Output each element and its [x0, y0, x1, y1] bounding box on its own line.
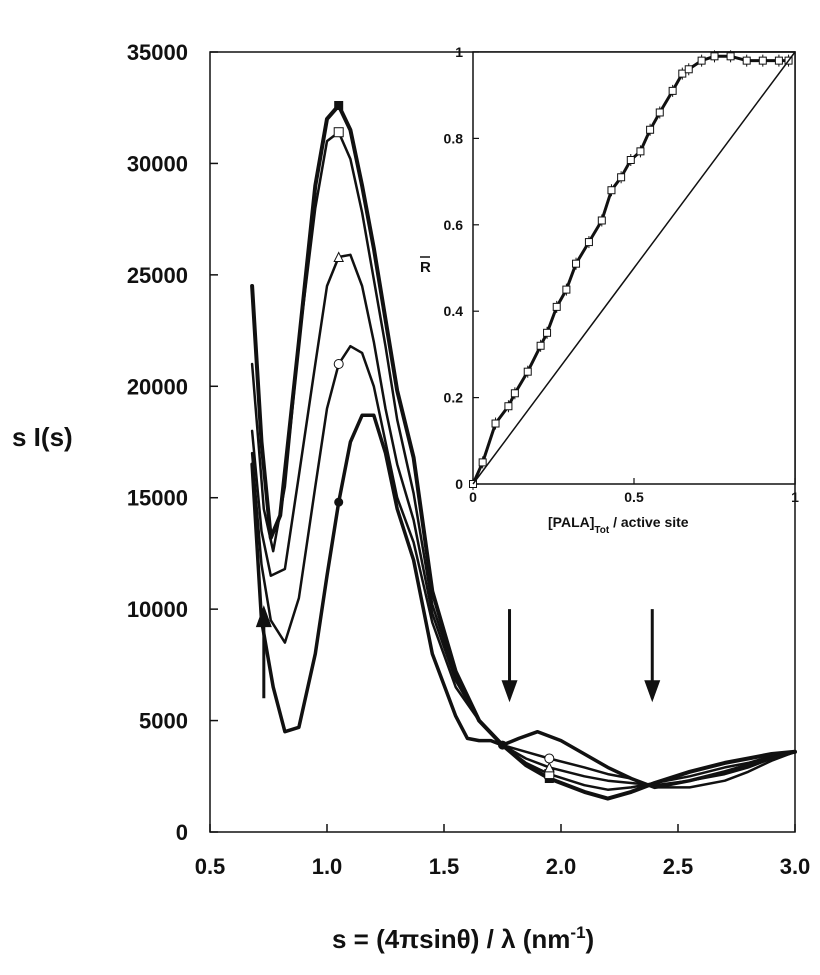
- inset-data-point: [491, 419, 500, 428]
- inset-y-tick-label: 0.4: [444, 303, 464, 319]
- y-axis-title: s I(s): [12, 422, 73, 452]
- series-marker-1: [334, 100, 344, 110]
- inset-data-point: [552, 302, 561, 311]
- inset-data-point: [504, 402, 513, 411]
- arrow-head-1: [255, 605, 272, 628]
- inset-axis-ticks: 0 0.5 1 0 0.2 0.4 0.6 0.8 1: [444, 44, 800, 505]
- inset-data-point: [597, 216, 606, 225]
- main-plot: 0.5 1.0 1.5 2.0 2.5 3.0 0 5000 10000 15000 20000 25…: [127, 40, 810, 879]
- inset-data-point: [684, 65, 693, 74]
- inset-data-point: [617, 173, 626, 182]
- series-line-2: [250, 130, 797, 791]
- inset-data-point: [758, 56, 767, 65]
- inset-data-point: [562, 285, 571, 294]
- inset-data-point: [543, 328, 552, 337]
- inset-data-point: [774, 56, 783, 65]
- series-line-1: [250, 103, 797, 801]
- inset-x-tick-label: 0.5: [624, 489, 644, 505]
- inset-data-point: [607, 186, 616, 195]
- x-axis-title-superscript: -1: [570, 923, 585, 942]
- inset-y-tick-label: 0.8: [444, 130, 464, 146]
- inset-data-point: [523, 367, 532, 376]
- inset-data-point: [478, 458, 487, 467]
- series-marker-5: [498, 740, 507, 750]
- inset-y-tick-label: 0: [455, 476, 463, 492]
- inset-series-line-2: [472, 51, 796, 485]
- x-tick-label: 2.5: [663, 854, 694, 879]
- main-axis-ticks: 0.5 1.0 1.5 2.0 2.5 3.0 0 5000 10000 15000 20000 25…: [127, 40, 810, 879]
- inset-data-point: [626, 156, 635, 164]
- x-tick-label: 1.5: [429, 854, 460, 879]
- series-line-5: [250, 413, 797, 790]
- inset-data-point: [572, 259, 581, 268]
- x-tick-label: 0.5: [195, 854, 226, 879]
- x-tick-label: 2.0: [546, 854, 577, 879]
- x-axis-title: s = (4πsinθ) / λ (nm-1): [332, 923, 594, 954]
- series-line-4: [250, 344, 797, 789]
- inset-data-point: [710, 52, 719, 61]
- inset-data-point: [668, 86, 677, 95]
- x-axis-title-main: s = (4πsinθ) / λ (nm: [332, 924, 570, 954]
- y-tick-label: 30000: [127, 151, 188, 176]
- series-marker-4: [544, 753, 555, 764]
- x-tick-label: 1.0: [312, 854, 343, 879]
- series-marker-3: [543, 761, 555, 773]
- arrow-head-3: [644, 680, 661, 703]
- inset-data-point: [636, 147, 645, 156]
- x-axis-title-close: ): [586, 924, 595, 954]
- inset-x-axis-title-suffix: / active site: [609, 514, 689, 530]
- series-marker-3: [333, 251, 345, 263]
- inset-data-point: [646, 125, 655, 134]
- inset-x-axis-title-subscript: Tot: [594, 525, 609, 536]
- series-marker-2: [333, 127, 344, 138]
- inset-data-point: [536, 341, 545, 350]
- inset-y-tick-label: 1: [455, 44, 463, 60]
- arrow-head-2: [501, 680, 518, 703]
- inset-x-axis-title-main: [PALA]: [548, 514, 594, 530]
- inset-data-point: [510, 389, 519, 398]
- inset-data-point: [584, 238, 593, 247]
- main-arrows: [255, 605, 661, 703]
- series-marker-5: [334, 497, 344, 507]
- inset-data-point: [697, 56, 706, 65]
- y-tick-label: 20000: [127, 374, 188, 399]
- inset-y-axis-title: R: [420, 259, 431, 276]
- y-tick-label: 15000: [127, 486, 188, 511]
- y-tick-label: 25000: [127, 263, 188, 288]
- inset-x-axis-title: [PALA]Tot / active site: [548, 514, 689, 536]
- inset-data-point: [678, 69, 687, 78]
- y-tick-label: 0: [176, 820, 188, 845]
- y-tick-label: 5000: [139, 709, 188, 734]
- inset-data-point: [742, 56, 751, 65]
- inset-y-tick-label: 0.2: [444, 390, 464, 406]
- series-marker-4: [333, 359, 344, 369]
- inset-plot: 0 0.5 1 0 0.2 0.4 0.6 0.8 1 R [PALA]Tot / active…: [420, 44, 799, 536]
- inset-x-tick-label: 0: [469, 489, 477, 505]
- inset-y-tick-label: 0.6: [444, 217, 464, 233]
- inset-data-point: [655, 108, 664, 117]
- inset-x-tick-label: 1: [791, 489, 799, 505]
- inset-series-group: [469, 50, 796, 490]
- y-tick-label: 10000: [127, 597, 188, 622]
- main-series-group: [250, 100, 797, 801]
- x-tick-label: 3.0: [780, 854, 811, 879]
- y-tick-label: 35000: [127, 40, 188, 65]
- inset-data-point: [726, 52, 735, 61]
